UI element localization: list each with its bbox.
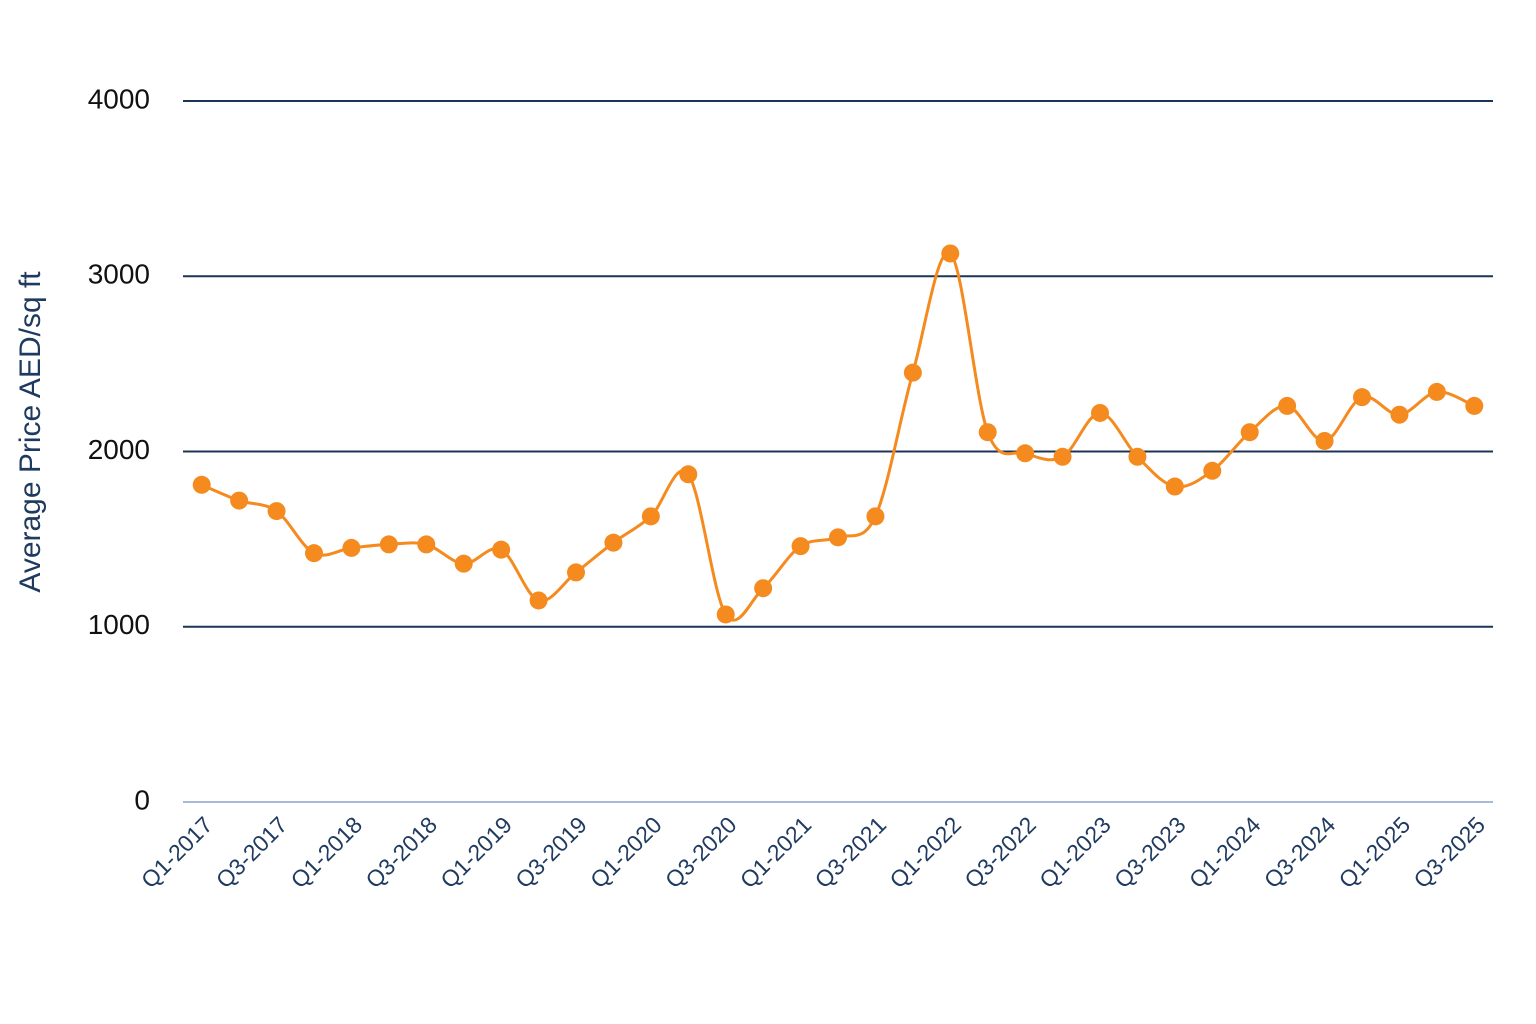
y-tick-label: 1000 — [88, 609, 150, 640]
point — [679, 465, 698, 484]
point — [1091, 403, 1109, 422]
point — [978, 423, 997, 442]
point — [866, 507, 885, 526]
point — [1427, 382, 1446, 401]
point — [1278, 396, 1297, 415]
x-tick-label: Q3-2022 — [959, 811, 1041, 893]
point — [492, 540, 511, 559]
x-tick-label: Q1-2021 — [735, 811, 817, 893]
point — [342, 538, 361, 557]
y-tick-label: 4000 — [88, 83, 150, 114]
x-tick-label: Q1-2018 — [286, 811, 368, 893]
x-tick-label: Q3-2017 — [211, 811, 293, 893]
point — [1203, 461, 1222, 480]
point — [1165, 477, 1184, 496]
point — [829, 528, 847, 547]
point — [230, 491, 249, 510]
x-tick-label: Q1-2017 — [136, 811, 218, 893]
y-tick-label: 3000 — [88, 259, 150, 290]
x-tick-label: Q1-2019 — [435, 811, 517, 893]
point — [716, 605, 735, 624]
point — [417, 535, 436, 554]
x-tick-label: Q3-2025 — [1408, 811, 1490, 893]
point — [567, 563, 585, 582]
point — [1240, 423, 1259, 442]
point — [604, 533, 623, 552]
point — [529, 591, 548, 610]
point — [903, 363, 922, 382]
x-tick-label: Q3-2020 — [660, 811, 742, 893]
point — [192, 475, 211, 494]
point — [1016, 444, 1035, 463]
x-tick-label: Q3-2018 — [360, 811, 442, 893]
x-tick-label: Q3-2019 — [510, 811, 592, 893]
point — [454, 554, 473, 573]
point — [1465, 396, 1484, 415]
x-tick-label: Q1-2022 — [884, 811, 966, 893]
point — [641, 507, 660, 526]
line — [201, 251, 1475, 622]
y-axis-title: Average Price AED/sq ft — [14, 271, 47, 593]
point — [1128, 447, 1147, 466]
x-tick-label: Q3-2024 — [1259, 811, 1341, 893]
point — [791, 537, 810, 556]
point — [379, 535, 398, 554]
x-tick-label: Q1-2024 — [1184, 811, 1266, 893]
x-tick-label: Q1-2020 — [585, 811, 667, 893]
y-tick-label: 0 — [134, 784, 150, 815]
point — [1315, 431, 1334, 450]
x-tick-label: Q3-2021 — [810, 811, 892, 893]
x-tick-label: Q1-2023 — [1034, 811, 1116, 893]
y-tick-label: 2000 — [88, 434, 150, 465]
point — [941, 244, 960, 263]
point — [754, 579, 773, 598]
point — [1353, 388, 1371, 407]
point — [1053, 447, 1072, 466]
x-tick-label: Q1-2025 — [1334, 811, 1416, 893]
x-tick-label: Q3-2023 — [1109, 811, 1191, 893]
point — [305, 544, 323, 563]
point — [1390, 405, 1409, 424]
point — [267, 502, 286, 521]
